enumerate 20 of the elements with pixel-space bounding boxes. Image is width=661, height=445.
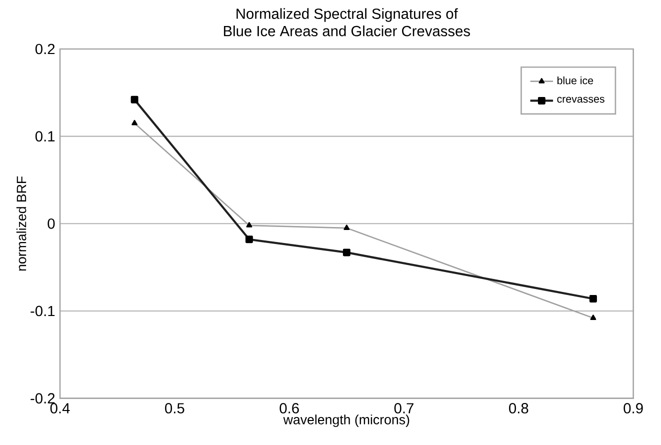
x-tick-label: 0.9	[624, 403, 643, 414]
legend-label: blue ice	[557, 76, 594, 84]
x-tick-label: 0.4	[50, 403, 70, 414]
x-axis-title: wavelength (microns)	[283, 414, 410, 427]
y-tick-label: -0.2	[30, 393, 55, 404]
x-tick-label: 0.6	[280, 403, 299, 414]
point	[245, 236, 253, 244]
y-tick-label: 0	[48, 218, 55, 229]
legend-label: crevasses	[557, 96, 604, 103]
y-tick-label: -0.1	[30, 306, 55, 316]
point	[130, 96, 138, 104]
x-tick-label: 0.7	[394, 403, 414, 414]
x-tick-label: 0.8	[509, 403, 528, 414]
point	[342, 248, 350, 256]
y-tick-label: 0.1	[35, 131, 55, 142]
point	[589, 295, 597, 302]
x-tick-label: 0.5	[165, 403, 184, 414]
y-axis-title: normalized BRF	[16, 176, 26, 271]
chart-title: Normalized Spectral Signatures of Blue Ice Areas and Glacier Crevasses	[224, 8, 470, 36]
y-tick-label: 0.2	[35, 44, 55, 54]
